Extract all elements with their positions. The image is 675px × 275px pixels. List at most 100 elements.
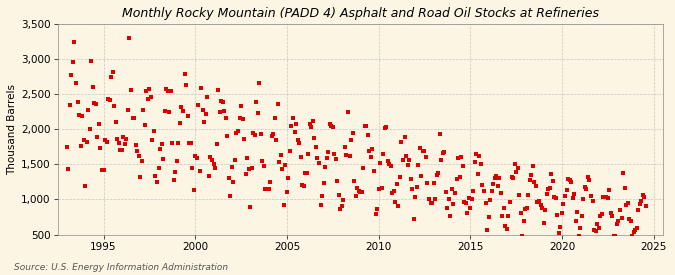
Point bbox=[266, 134, 277, 138]
Point bbox=[190, 153, 200, 158]
Point bbox=[508, 176, 518, 180]
Point bbox=[182, 114, 193, 119]
Point bbox=[535, 202, 546, 207]
Point bbox=[291, 122, 302, 126]
Point bbox=[558, 202, 569, 206]
Point bbox=[332, 179, 343, 183]
Point bbox=[88, 84, 99, 89]
Point bbox=[237, 117, 248, 121]
Point bbox=[66, 73, 77, 77]
Point bbox=[573, 234, 584, 238]
Point bbox=[118, 135, 129, 139]
Point bbox=[77, 114, 88, 119]
Point bbox=[141, 89, 152, 93]
Point bbox=[199, 119, 210, 124]
Point bbox=[547, 179, 558, 183]
Point bbox=[390, 200, 401, 205]
Point bbox=[153, 166, 164, 170]
Point bbox=[604, 187, 615, 192]
Point bbox=[506, 175, 517, 179]
Point bbox=[72, 100, 83, 105]
Point bbox=[292, 137, 303, 142]
Point bbox=[130, 143, 141, 147]
Point bbox=[214, 110, 225, 114]
Point bbox=[486, 188, 497, 193]
Point bbox=[256, 131, 267, 136]
Point bbox=[240, 171, 251, 176]
Point bbox=[227, 165, 238, 169]
Point bbox=[301, 171, 312, 176]
Point bbox=[129, 116, 140, 120]
Point bbox=[326, 124, 337, 128]
Point bbox=[615, 208, 626, 212]
Point bbox=[436, 158, 447, 162]
Point bbox=[245, 205, 256, 210]
Point bbox=[359, 124, 370, 129]
Point bbox=[361, 124, 372, 129]
Point bbox=[286, 124, 297, 129]
Point bbox=[100, 138, 111, 142]
Point bbox=[349, 178, 360, 183]
Point bbox=[278, 203, 289, 208]
Point bbox=[424, 196, 435, 201]
Point bbox=[310, 145, 321, 149]
Point bbox=[439, 149, 450, 154]
Point bbox=[560, 194, 570, 198]
Point bbox=[631, 226, 642, 231]
Point bbox=[450, 191, 460, 195]
Point bbox=[165, 89, 176, 93]
Point bbox=[621, 202, 632, 207]
Point bbox=[477, 183, 488, 187]
Point bbox=[97, 167, 107, 172]
Point bbox=[488, 182, 499, 186]
Point bbox=[362, 133, 373, 138]
Point bbox=[124, 36, 135, 40]
Point bbox=[185, 141, 196, 145]
Point bbox=[230, 157, 240, 162]
Point bbox=[355, 190, 366, 195]
Point bbox=[343, 110, 354, 114]
Point bbox=[152, 180, 163, 184]
Point bbox=[416, 174, 427, 178]
Point bbox=[280, 163, 291, 167]
Point bbox=[550, 195, 561, 200]
Point bbox=[581, 187, 592, 191]
Point bbox=[540, 208, 551, 213]
Point bbox=[175, 120, 186, 125]
Point bbox=[274, 160, 285, 164]
Point bbox=[630, 227, 641, 232]
Point bbox=[74, 112, 84, 117]
Point bbox=[592, 222, 603, 226]
Point bbox=[269, 116, 280, 121]
Point bbox=[480, 201, 491, 206]
Point bbox=[392, 182, 402, 186]
Point bbox=[161, 87, 171, 92]
Point bbox=[523, 193, 534, 198]
Point bbox=[260, 187, 271, 191]
Point bbox=[346, 138, 356, 142]
Point bbox=[613, 219, 624, 223]
Point bbox=[162, 89, 173, 94]
Point bbox=[259, 163, 269, 168]
Point bbox=[376, 185, 387, 190]
Point bbox=[373, 187, 384, 191]
Point bbox=[440, 190, 451, 194]
Point bbox=[320, 164, 331, 169]
Point bbox=[434, 132, 445, 137]
Point bbox=[347, 131, 358, 135]
Point bbox=[205, 155, 216, 159]
Point bbox=[428, 181, 439, 185]
Point bbox=[234, 116, 245, 120]
Point bbox=[115, 148, 126, 152]
Point bbox=[494, 175, 505, 180]
Point bbox=[138, 108, 148, 112]
Point bbox=[340, 145, 350, 150]
Point bbox=[624, 217, 634, 222]
Point bbox=[135, 175, 146, 179]
Point bbox=[198, 108, 209, 113]
Point bbox=[608, 234, 619, 238]
Point bbox=[285, 149, 296, 154]
Point bbox=[272, 101, 283, 106]
Point bbox=[453, 156, 464, 160]
Point bbox=[329, 152, 340, 156]
